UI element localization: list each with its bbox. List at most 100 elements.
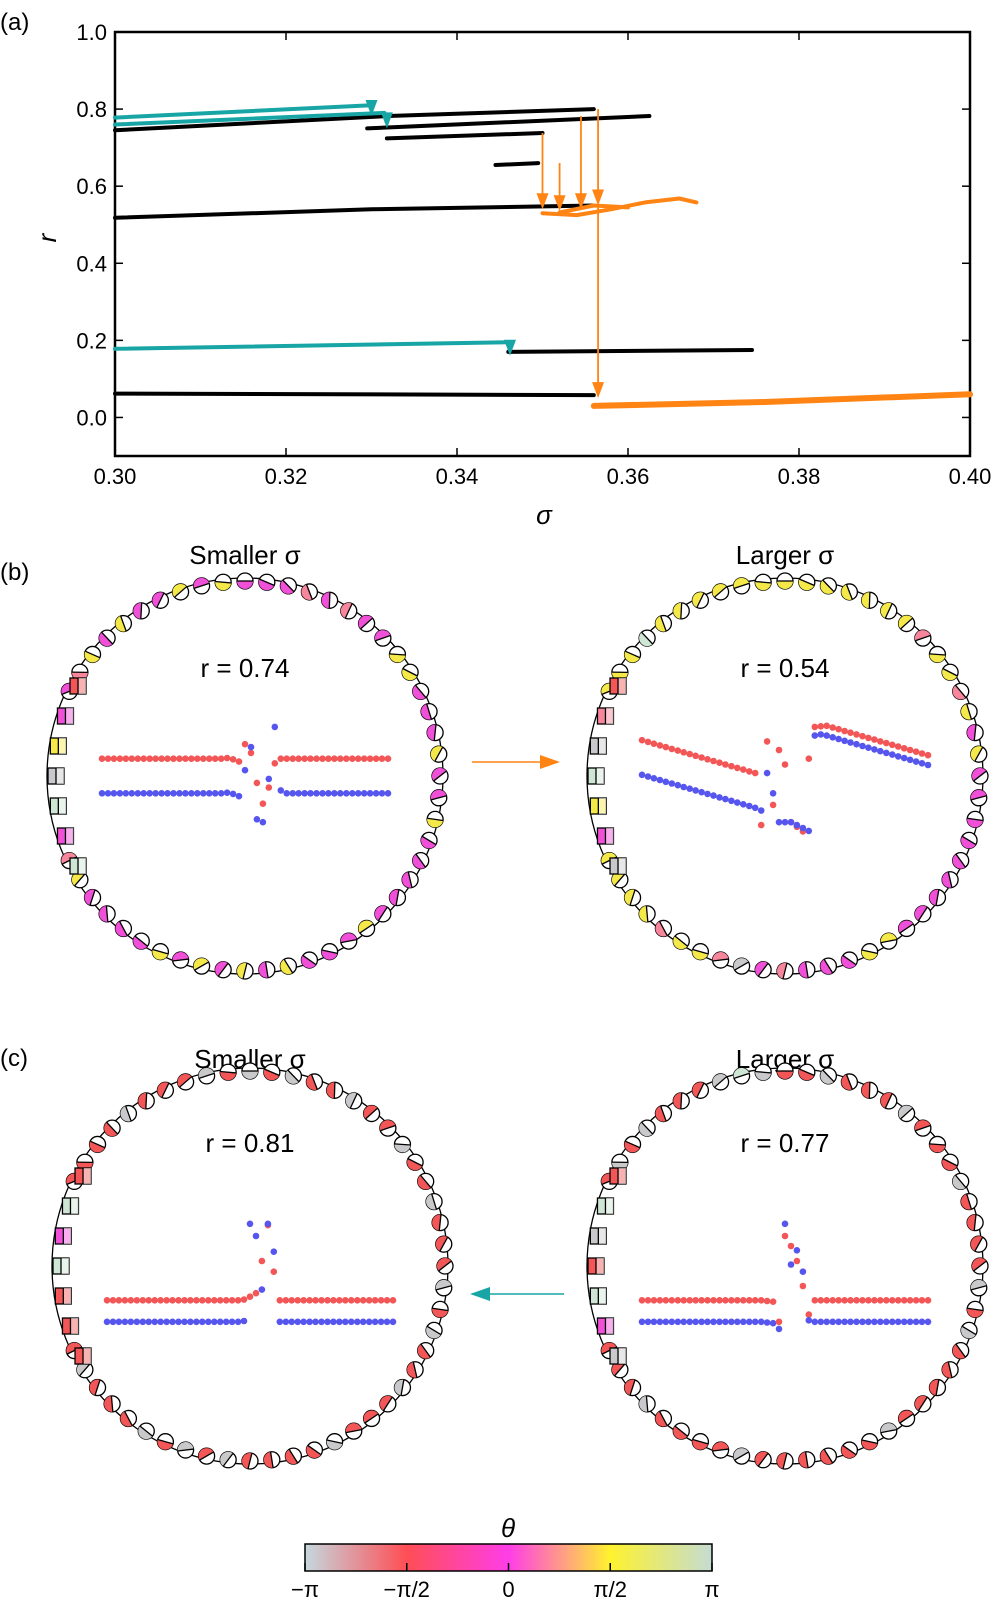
red-point: [354, 755, 362, 762]
blue-point: [853, 740, 860, 748]
ring-node: [357, 919, 376, 938]
ring-node: [431, 1213, 449, 1232]
red-point: [811, 1297, 819, 1304]
ring-node: [393, 1378, 412, 1397]
ring-node: [236, 572, 254, 590]
red-point: [918, 1297, 926, 1304]
red-point: [116, 755, 124, 762]
blue-point: [704, 1318, 711, 1326]
red-point: [307, 755, 314, 762]
ring-node: [880, 932, 898, 950]
ring-node: [880, 1422, 898, 1440]
red-point: [722, 761, 729, 768]
blue-point: [377, 1318, 385, 1326]
blue-point: [751, 1318, 759, 1326]
ring-node: [192, 577, 211, 595]
ring-node: [914, 905, 932, 923]
red-point: [704, 1297, 711, 1304]
red-point: [312, 1297, 319, 1304]
series-black-6: [365, 114, 652, 131]
ring-node: [197, 1067, 216, 1085]
ring: [586, 572, 989, 980]
ring-node: [960, 1321, 978, 1340]
colorbar-tick-label: 0: [502, 1577, 514, 1602]
red-point: [360, 755, 368, 762]
blue-point: [710, 792, 717, 799]
blue-point: [228, 1318, 236, 1326]
ring-node: [611, 871, 629, 889]
blue-point: [158, 790, 165, 797]
x-tick-label: 0.40: [949, 464, 992, 489]
ring-node: [754, 573, 772, 591]
red-point: [871, 1297, 878, 1304]
blue-point: [170, 790, 177, 797]
ring-node: [340, 932, 358, 950]
blue-point: [835, 735, 842, 743]
blue-point: [128, 790, 136, 797]
blue-point: [883, 1318, 890, 1326]
ring-node: [611, 1153, 629, 1171]
ring-node: [941, 1361, 959, 1379]
panel-b-right: Larger σ r = 0.54: [586, 540, 989, 980]
blue-point: [799, 1268, 807, 1275]
blue-point: [662, 1318, 670, 1326]
ring-square-node: [589, 1287, 607, 1305]
red-point: [127, 1297, 135, 1304]
blue-point: [757, 807, 765, 814]
red-point: [877, 738, 884, 745]
blue-point: [217, 790, 225, 797]
red-point: [799, 1282, 807, 1290]
blue-point: [811, 1318, 819, 1326]
blue-point: [384, 790, 392, 797]
red-point: [751, 769, 759, 777]
red-point: [151, 1297, 158, 1304]
blue-point: [307, 790, 314, 797]
ring-square-node: [587, 1257, 605, 1275]
red-point: [644, 1297, 652, 1304]
ring-node: [914, 1395, 932, 1413]
ring-node: [672, 1092, 690, 1110]
red-point: [306, 1297, 313, 1304]
ring-node: [132, 602, 150, 620]
ring-node: [928, 1378, 947, 1397]
red-point: [889, 741, 896, 749]
blue-point: [918, 1318, 926, 1326]
ring-node: [711, 1441, 730, 1459]
ring-node: [819, 577, 838, 595]
ring-square-node: [49, 797, 67, 815]
ring-square-node: [54, 1227, 72, 1245]
plot-frame: [113, 30, 972, 458]
ring-node: [214, 573, 232, 591]
red-point: [746, 768, 753, 775]
ring-node: [654, 919, 673, 938]
ring-node: [691, 1433, 710, 1451]
ring-node: [970, 1279, 988, 1297]
red-point: [638, 1297, 646, 1304]
blue-point: [829, 734, 836, 741]
ring-node: [960, 831, 978, 850]
blue-point: [912, 1318, 920, 1326]
red-point: [234, 1297, 242, 1304]
red-point: [282, 1297, 290, 1304]
blue-point: [728, 1318, 735, 1326]
blue-point: [865, 744, 872, 751]
red-point: [781, 761, 789, 768]
ring-square-node: [609, 677, 627, 695]
blue-point: [354, 1318, 361, 1326]
blue-point: [337, 790, 344, 797]
ring-node: [966, 1300, 984, 1319]
ring-node: [325, 1433, 344, 1451]
ring-node: [431, 767, 449, 785]
red-point: [853, 1297, 860, 1304]
blue-point: [680, 783, 687, 791]
panel-label-b: (b): [0, 559, 29, 586]
red-point: [823, 1297, 830, 1304]
red-point: [228, 1297, 236, 1304]
ring-node: [362, 1409, 381, 1428]
ring-node: [197, 1447, 216, 1465]
red-point: [674, 747, 682, 754]
blue-point: [389, 1318, 397, 1326]
red-point: [206, 755, 213, 762]
ring-node: [897, 1409, 916, 1428]
blue-point: [650, 1318, 658, 1326]
